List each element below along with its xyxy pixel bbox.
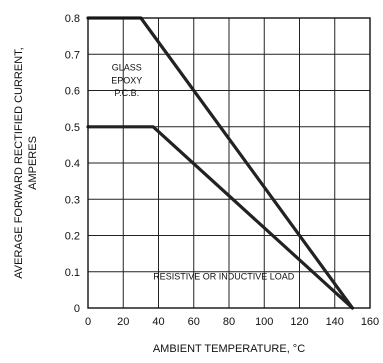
y-axis-title-line2: AMPERES [27,136,39,190]
y-tick-label-4: 0.4 [65,158,80,170]
derating-curve-2 [86,125,354,310]
annotation-load-type: RESISTIVE OR INDUCTIVE LOAD [153,272,295,282]
y-tick-label-7: 0.7 [65,49,80,61]
y-tick-label-6: 0.6 [65,86,80,98]
x-tick-label-4: 80 [223,316,235,328]
x-axis-title: AMBIENT TEMPERATURE, °C [153,343,305,355]
x-tick-label-8: 160 [361,316,379,328]
x-tick-label-5: 100 [255,316,273,328]
tick-label-layer: 0 20 40 60 80 100 120 140 160 0 0.1 0.2 0.3 0.4 0.5 0.6… [65,13,379,328]
y-tick-label-1: 0.1 [65,267,80,279]
plot-frame [87,17,371,309]
y-tick-label-2: 0.2 [65,231,80,243]
y-tick-label-8: 0.8 [65,13,80,25]
x-tick-label-7: 140 [326,316,344,328]
x-tick-label-2: 40 [152,316,164,328]
y-tick-label-0: 0 [74,303,80,315]
x-tick-label-1: 20 [117,316,129,328]
x-tick-label-0: 0 [85,316,91,328]
y-axis-title-line1: AVERAGE FORWARD RECTIFIED CURRENT, [13,47,25,278]
grid-layer [87,17,371,309]
annotation-pcb: P.C.B. [114,88,139,98]
x-tick-label-6: 120 [290,316,308,328]
annotation-epoxy: EPOXY [111,75,142,85]
annotation-glass: GLASS [112,63,142,73]
y-tick-label-5: 0.5 [65,122,80,134]
y-tick-label-3: 0.3 [65,194,80,206]
x-tick-label-3: 60 [188,316,200,328]
